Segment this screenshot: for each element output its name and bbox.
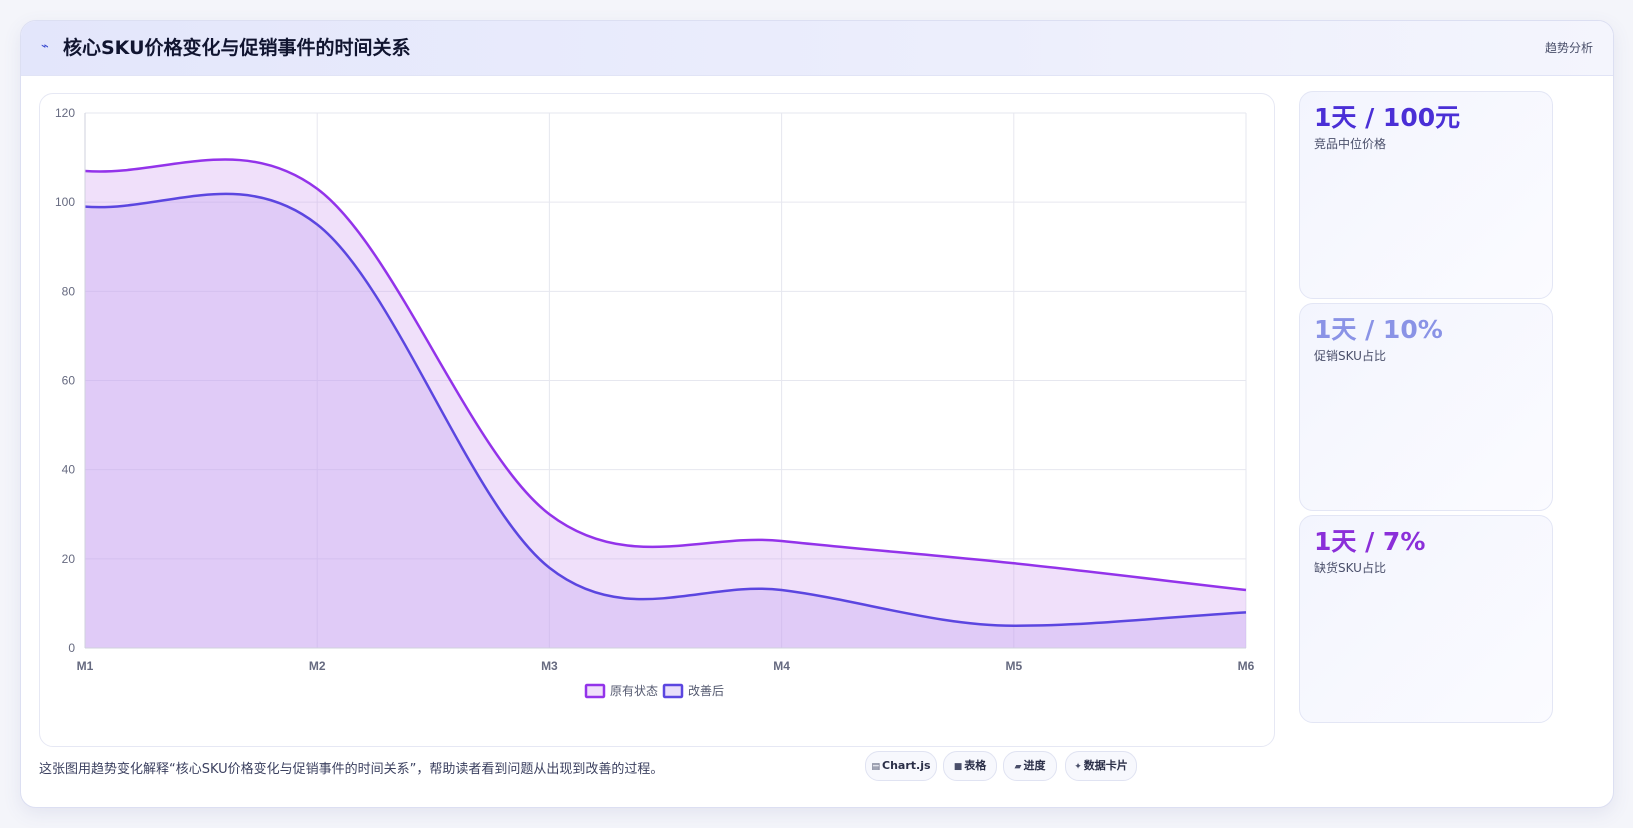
stat-value: 1天 / 7% <box>1314 527 1426 556</box>
stat-card-competitor-price: 1天 / 100元 竞品中位价格 <box>1299 91 1553 299</box>
y-tick-label: 60 <box>62 374 76 388</box>
page-title: 核心SKU价格变化与促销事件的时间关系 <box>63 37 411 59</box>
stat-label: 促销SKU占比 <box>1314 349 1386 363</box>
chart-caption: 这张图用趋势变化解释“核心SKU价格变化与促销事件的时间关系”，帮助读者看到问题… <box>39 762 664 777</box>
y-tick-label: 20 <box>62 552 76 566</box>
category-tag: 趋势分析 <box>1544 41 1593 55</box>
stat-label: 竞品中位价格 <box>1314 137 1387 151</box>
legend-swatch <box>584 683 606 699</box>
legend-label: 原有状态 <box>610 684 658 698</box>
stat-value: 1天 / 100元 <box>1314 103 1461 132</box>
chip-table[interactable]: ■ 表格 <box>943 751 997 781</box>
chart-icon: ▤ <box>871 762 880 772</box>
chip-chartjs[interactable]: ▤ Chart.js <box>865 751 937 781</box>
sparkle-icon: ✦ <box>1074 762 1082 772</box>
y-tick-label: 40 <box>62 463 76 477</box>
table-icon: ■ <box>953 762 963 772</box>
chart-panel: 0 20 40 60 80 100 120 M1 M2 M3 M4 M5 M6 原有状态 改善后 <box>39 93 1275 747</box>
chip-progress[interactable]: ▰ 进度 <box>1003 751 1057 781</box>
chip-label: 数据卡片 <box>1083 759 1128 772</box>
y-tick-label: 100 <box>55 195 75 209</box>
stat-card-stockout-share: 1天 / 7% 缺货SKU占比 <box>1299 515 1553 723</box>
stat-card-promo-share: 1天 / 10% 促销SKU占比 <box>1299 303 1553 511</box>
x-tick-label: M2 <box>309 659 326 673</box>
x-tick-label: M6 <box>1238 659 1255 673</box>
stat-label: 缺货SKU占比 <box>1314 561 1386 575</box>
trend-line-icon: ⌁ <box>41 39 49 54</box>
legend-swatch <box>662 683 684 699</box>
legend-label: 改善后 <box>688 683 724 698</box>
chip-data-card[interactable]: ✦ 数据卡片 <box>1065 751 1137 781</box>
x-tick-label: M1 <box>77 659 94 673</box>
chip-label: 表格 <box>964 759 987 772</box>
y-tick-label: 120 <box>55 106 75 120</box>
progress-icon: ▰ <box>1014 762 1022 772</box>
chart-card: ⌁ 核心SKU价格变化与促销事件的时间关系 趋势分析 0 20 40 60 80 100 1… <box>20 20 1614 808</box>
x-tick-label: M5 <box>1005 659 1022 673</box>
x-tick-label: M3 <box>541 659 558 673</box>
stat-value: 1天 / 10% <box>1314 315 1443 344</box>
x-tick-label: M4 <box>773 659 790 673</box>
series-area-1 <box>85 159 1246 648</box>
chip-label: 进度 <box>1023 759 1046 772</box>
series-line-1 <box>84 158 1247 592</box>
chip-label: Chart.js <box>882 759 931 772</box>
series-line-2 <box>84 192 1247 627</box>
y-tick-label: 0 <box>68 641 75 655</box>
area-chart: 0 20 40 60 80 100 120 M1 M2 M3 M4 M5 M6 原有状态 改善后 <box>55 106 1255 699</box>
y-tick-label: 80 <box>62 284 76 298</box>
card-header: ⌁ 核心SKU价格变化与促销事件的时间关系 趋势分析 <box>21 21 1613 76</box>
series-area-2 <box>85 193 1246 648</box>
